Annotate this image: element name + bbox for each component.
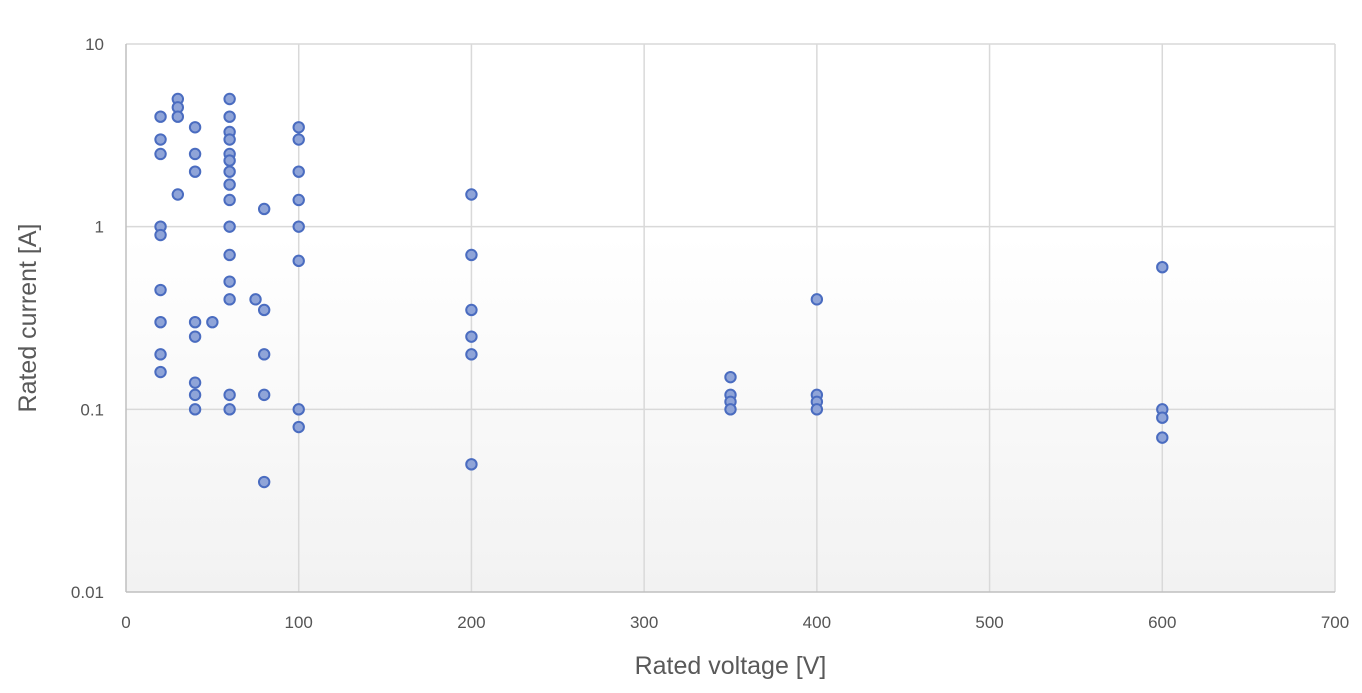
data-point	[223, 154, 236, 167]
data-point	[249, 293, 262, 306]
data-point	[188, 330, 202, 343]
data-point	[188, 376, 202, 389]
x-tick-label: 300	[630, 613, 658, 632]
data-point	[154, 228, 167, 242]
data-point	[724, 370, 737, 384]
data-point	[223, 178, 236, 191]
grid-lines	[126, 43, 1336, 592]
data-point	[292, 420, 305, 434]
data-point	[223, 220, 236, 233]
x-tick-label: 100	[285, 613, 313, 632]
data-point	[257, 202, 271, 216]
data-point	[465, 458, 478, 471]
data-point	[465, 188, 478, 201]
data-point	[465, 348, 478, 361]
data-point	[223, 275, 236, 288]
data-point	[292, 193, 305, 207]
data-point	[292, 403, 305, 416]
data-point	[292, 220, 305, 233]
data-point	[154, 365, 167, 379]
x-tick-label: 700	[1321, 613, 1349, 632]
data-point	[223, 193, 236, 207]
data-point	[292, 165, 305, 178]
y-tick-label: 10	[85, 35, 104, 54]
data-point	[223, 388, 236, 402]
data-point	[188, 315, 202, 329]
data-point	[223, 248, 236, 262]
x-tick-label: 600	[1148, 613, 1176, 632]
data-point	[223, 165, 236, 178]
data-point	[465, 330, 478, 343]
data-point	[223, 403, 236, 416]
data-point	[257, 303, 271, 317]
data-point	[724, 403, 737, 416]
tick-labels: 0 100 200 300 400 500 600 700 0.01 0.1 1 10	[71, 35, 1349, 632]
data-point	[223, 110, 236, 123]
data-point	[188, 403, 202, 416]
x-tick-label: 500	[975, 613, 1003, 632]
data-point	[292, 121, 305, 134]
data-point	[171, 110, 185, 123]
data-point	[188, 388, 202, 402]
data-point	[154, 133, 167, 146]
data-point	[171, 188, 185, 201]
axes	[125, 44, 1335, 593]
data-point	[810, 293, 824, 306]
data-point	[465, 248, 478, 262]
data-point	[223, 92, 236, 106]
y-tick-label: 0.01	[71, 583, 104, 602]
data-point	[154, 348, 167, 361]
data-point	[154, 283, 167, 297]
data-points	[154, 92, 1169, 489]
data-point	[292, 254, 305, 268]
y-tick-label: 0.1	[80, 400, 104, 419]
data-point	[257, 388, 271, 402]
data-point	[810, 403, 824, 416]
data-point	[188, 121, 202, 134]
y-axis-title: Rated current [A]	[14, 224, 42, 413]
data-point	[257, 475, 271, 489]
data-point	[223, 293, 236, 306]
data-point	[188, 147, 202, 161]
data-point	[223, 133, 236, 146]
data-point	[154, 110, 167, 123]
data-point	[1156, 260, 1169, 274]
y-tick-label: 1	[95, 218, 104, 237]
x-tick-label: 400	[803, 613, 831, 632]
data-point	[1156, 431, 1169, 444]
data-point	[292, 133, 305, 146]
plot-area-background	[126, 44, 1335, 592]
data-point	[154, 147, 167, 161]
data-point	[1156, 411, 1169, 424]
data-point	[257, 348, 271, 361]
x-axis-title: Rated voltage [V]	[635, 652, 827, 680]
data-point	[188, 165, 202, 178]
x-tick-label: 0	[121, 613, 130, 632]
x-tick-label: 200	[457, 613, 485, 632]
data-point	[154, 315, 167, 329]
data-point	[465, 303, 478, 317]
data-point	[206, 315, 219, 329]
